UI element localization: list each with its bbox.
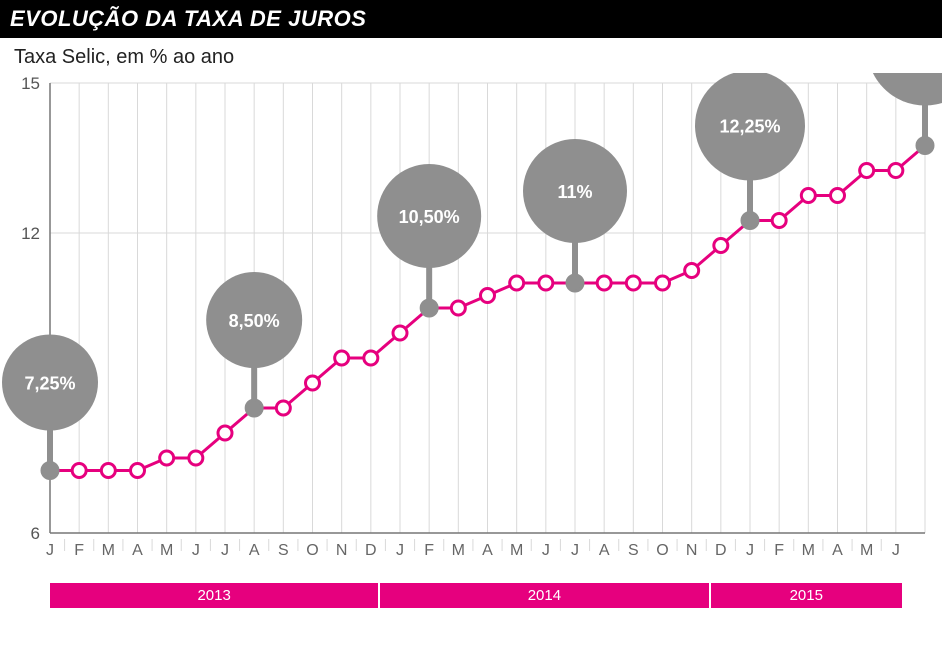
svg-text:M: M (802, 542, 815, 559)
svg-text:6: 6 (31, 524, 40, 543)
svg-text:N: N (336, 542, 348, 559)
svg-text:S: S (628, 542, 639, 559)
svg-text:M: M (160, 542, 173, 559)
year-segment: 2014 (380, 583, 708, 608)
svg-text:J: J (46, 542, 54, 559)
chart-title-bar: EVOLUÇÃO DA TAXA DE JUROS (0, 0, 942, 38)
svg-text:F: F (74, 542, 84, 559)
svg-text:J: J (542, 542, 550, 559)
callout-label: 8,50% (229, 311, 280, 331)
svg-text:A: A (132, 542, 143, 559)
callout-label: 12,25% (719, 117, 780, 137)
svg-text:J: J (396, 542, 404, 559)
chart-subtitle: Taxa Selic, em % ao ano (0, 38, 942, 73)
svg-text:F: F (774, 542, 784, 559)
svg-text:O: O (306, 542, 318, 559)
svg-text:J: J (571, 542, 579, 559)
svg-text:A: A (249, 542, 260, 559)
year-segment: 2013 (50, 583, 378, 608)
svg-text:D: D (715, 542, 727, 559)
svg-text:M: M (860, 542, 873, 559)
callout-label: 7,25% (24, 374, 75, 394)
svg-text:J: J (746, 542, 754, 559)
year-segment: 2015 (711, 583, 902, 608)
svg-text:15: 15 (21, 74, 40, 93)
svg-text:A: A (599, 542, 610, 559)
svg-text:A: A (832, 542, 843, 559)
svg-text:J: J (221, 542, 229, 559)
line-chart-svg: 61215JFMAMJJASONDJFMAMJJASONDJFMAMJ7,25%… (0, 73, 942, 583)
svg-text:M: M (102, 542, 115, 559)
chart-area: 61215JFMAMJJASONDJFMAMJJASONDJFMAMJ7,25%… (0, 73, 942, 583)
svg-text:O: O (656, 542, 668, 559)
svg-text:J: J (192, 542, 200, 559)
svg-text:M: M (452, 542, 465, 559)
svg-text:12: 12 (21, 224, 40, 243)
svg-text:J: J (892, 542, 900, 559)
svg-text:A: A (482, 542, 493, 559)
svg-text:D: D (365, 542, 377, 559)
svg-text:F: F (424, 542, 434, 559)
svg-text:M: M (510, 542, 523, 559)
chart-title: EVOLUÇÃO DA TAXA DE JUROS (10, 6, 366, 31)
callout-label: 10,50% (399, 207, 460, 227)
svg-text:N: N (686, 542, 698, 559)
callout-label: 11% (557, 182, 592, 202)
year-axis-bar: 201320142015 (0, 583, 942, 608)
svg-text:S: S (278, 542, 289, 559)
